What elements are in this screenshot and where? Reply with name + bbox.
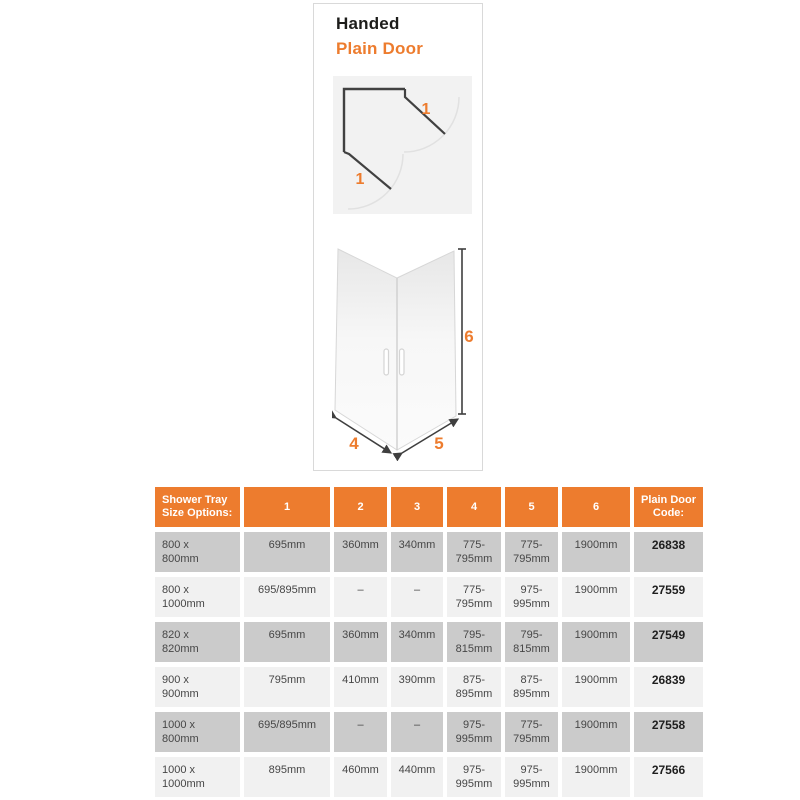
cell-dim-2: 460mm (334, 757, 387, 797)
enclosure-drawing: 6 4 5 (332, 248, 474, 461)
header-dim-2: 2 (334, 487, 387, 527)
cell-door-code: 26839 (634, 667, 703, 707)
door-1-label-bottom: 1 (356, 171, 365, 188)
cell-dim-6: 1900mm (562, 757, 630, 797)
dim-line-right-width (392, 418, 460, 461)
cell-dim-4: 975-995mm (447, 712, 501, 752)
cell-dim-2: 360mm (334, 532, 387, 572)
glass-panel-right (396, 250, 457, 451)
cell-dim-3: 340mm (391, 622, 443, 662)
cell-door-code: 26838 (634, 532, 703, 572)
cell-dim-5: 795-815mm (505, 622, 558, 662)
header-size-options: Shower Tray Size Options: (155, 487, 240, 527)
cell-dim-3: 390mm (391, 667, 443, 707)
cell-dim-3: – (391, 712, 443, 752)
cell-dim-4: 975-995mm (447, 757, 501, 797)
cell-door-code: 27549 (634, 622, 703, 662)
dim-line-left-width (332, 409, 393, 454)
cell-size: 1000 x 800mm (155, 712, 240, 752)
cell-dim-6: 1900mm (562, 532, 630, 572)
header-dim-4: 4 (447, 487, 501, 527)
cell-size: 820 x 820mm (155, 622, 240, 662)
panel-title: Handed (336, 14, 400, 33)
cell-dim-5: 975-995mm (505, 577, 558, 617)
door-swing-arc-bottom (347, 153, 404, 210)
cell-size: 800 x 1000mm (155, 577, 240, 617)
cell-size: 1000 x 1000mm (155, 757, 240, 797)
door-swing-arc-right (403, 96, 460, 153)
cell-dim-6: 1900mm (562, 712, 630, 752)
cell-dim-2: – (334, 577, 387, 617)
cell-size-text: 1000 x 800mm (162, 719, 199, 745)
door-1-bottom (343, 150, 392, 190)
cell-door-code: 27559 (634, 577, 703, 617)
cell-dim-2: 410mm (334, 667, 387, 707)
cell-dim-3: 340mm (391, 532, 443, 572)
cell-dim-6: 1900mm (562, 667, 630, 707)
header-door-code: Plain Door Code: (634, 487, 703, 527)
cell-size-text: 1000 x 1000mm (162, 764, 205, 790)
cell-dim-5: 975-995mm (505, 757, 558, 797)
cell-dim-4: 875-895mm (447, 667, 501, 707)
panel-subtitle: Plain Door (336, 39, 424, 58)
cell-dim-5: 775-795mm (505, 532, 558, 572)
tray-wall-outline (342, 87, 405, 152)
cell-dim-3: 440mm (391, 757, 443, 797)
header-dim-3: 3 (391, 487, 443, 527)
door-handle-left (383, 348, 390, 376)
cell-dim-3: – (391, 577, 443, 617)
cell-dim-5: 775-795mm (505, 712, 558, 752)
cell-dim-1: 795mm (244, 667, 330, 707)
door-handle-right (398, 348, 405, 376)
cell-size: 900 x 900mm (155, 667, 240, 707)
cell-dim-6: 1900mm (562, 577, 630, 617)
header-dim-6: 6 (562, 487, 630, 527)
plan-view-drawing: 1 1 (342, 87, 460, 210)
cell-dim-4: 775-795mm (447, 577, 501, 617)
cell-dim-1: 695/895mm (244, 577, 330, 617)
cell-dim-5: 875-895mm (505, 667, 558, 707)
cell-dim-2: – (334, 712, 387, 752)
cell-dim-2: 360mm (334, 622, 387, 662)
dim-label-6: 6 (464, 327, 473, 346)
cell-dim-6: 1900mm (562, 622, 630, 662)
cell-size-text: 800 x 1000mm (162, 584, 205, 610)
cell-size: 800 x 800mm (155, 532, 240, 572)
cell-dim-4: 795-815mm (447, 622, 501, 662)
product-option-panel: Handed Plain Door 1 1 (313, 3, 483, 471)
cell-dim-4: 775-795mm (447, 532, 501, 572)
plan-view-diagram: 1 1 (333, 76, 472, 214)
cell-dim-1: 695mm (244, 532, 330, 572)
cell-dim-1: 895mm (244, 757, 330, 797)
dim-label-5: 5 (434, 434, 443, 453)
cell-size-text: 820 x 820mm (162, 629, 199, 655)
door-1-label-right: 1 (422, 101, 431, 118)
cell-size-text: 800 x 800mm (162, 539, 199, 565)
door-1-right (403, 89, 446, 135)
header-dim-5: 5 (505, 487, 558, 527)
header-dim-1: 1 (244, 487, 330, 527)
cell-door-code: 27566 (634, 757, 703, 797)
cell-size-text: 900 x 900mm (162, 674, 199, 700)
cell-dim-1: 695mm (244, 622, 330, 662)
cell-dim-1: 695/895mm (244, 712, 330, 752)
enclosure-dimension-diagram: 6 4 5 (332, 241, 480, 461)
dim-label-4: 4 (349, 434, 359, 453)
cell-door-code: 27558 (634, 712, 703, 752)
size-options-table: Shower Tray Size Options: 1 2 3 4 5 6 Pl… (155, 487, 703, 797)
